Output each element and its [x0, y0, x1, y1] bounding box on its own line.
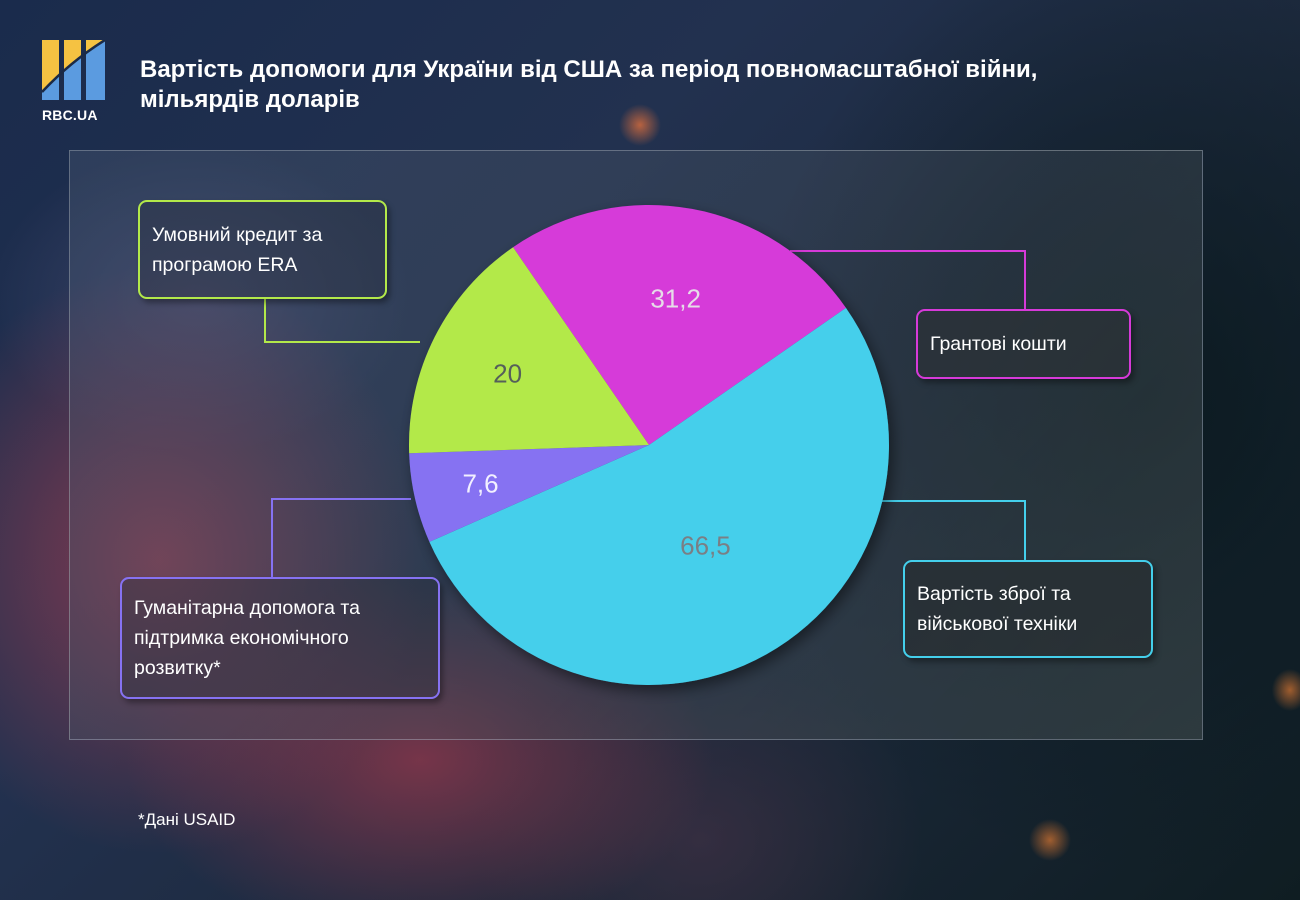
- label-weapons-line-1: Вартість зброї та: [917, 583, 1071, 605]
- label-era-line-2: програмою ERA: [152, 253, 298, 276]
- label-grants: Грантові кошти: [916, 309, 1131, 379]
- brand-name: RBC.UA: [42, 107, 98, 123]
- label-weapons: Вартість зброї та військової техніки: [903, 560, 1153, 658]
- label-era-line-1: Умовний кредит за: [152, 223, 323, 246]
- label-humanitarian-line-3: розвитку*: [134, 657, 221, 679]
- title-line-2: мільярдів доларів: [140, 86, 360, 113]
- label-humanitarian-line-1: Гуманітарна допомога та: [134, 597, 360, 619]
- label-era: Умовний кредит за програмою ERA: [138, 200, 387, 299]
- label-humanitarian-line-2: підтримка економічного: [134, 627, 349, 649]
- title-line-1: Вартість допомоги для України від США за…: [140, 56, 1038, 83]
- label-humanitarian: Гуманітарна допомога та підтримка економ…: [120, 577, 440, 699]
- label-grants-line-1: Грантові кошти: [930, 333, 1067, 355]
- chart-title: Вартість допомоги для України від США за…: [140, 55, 1240, 115]
- rbc-logo-icon: [42, 40, 105, 122]
- footnote: *Дані USAID: [138, 810, 236, 829]
- label-weapons-line-2: військової техніки: [917, 613, 1078, 635]
